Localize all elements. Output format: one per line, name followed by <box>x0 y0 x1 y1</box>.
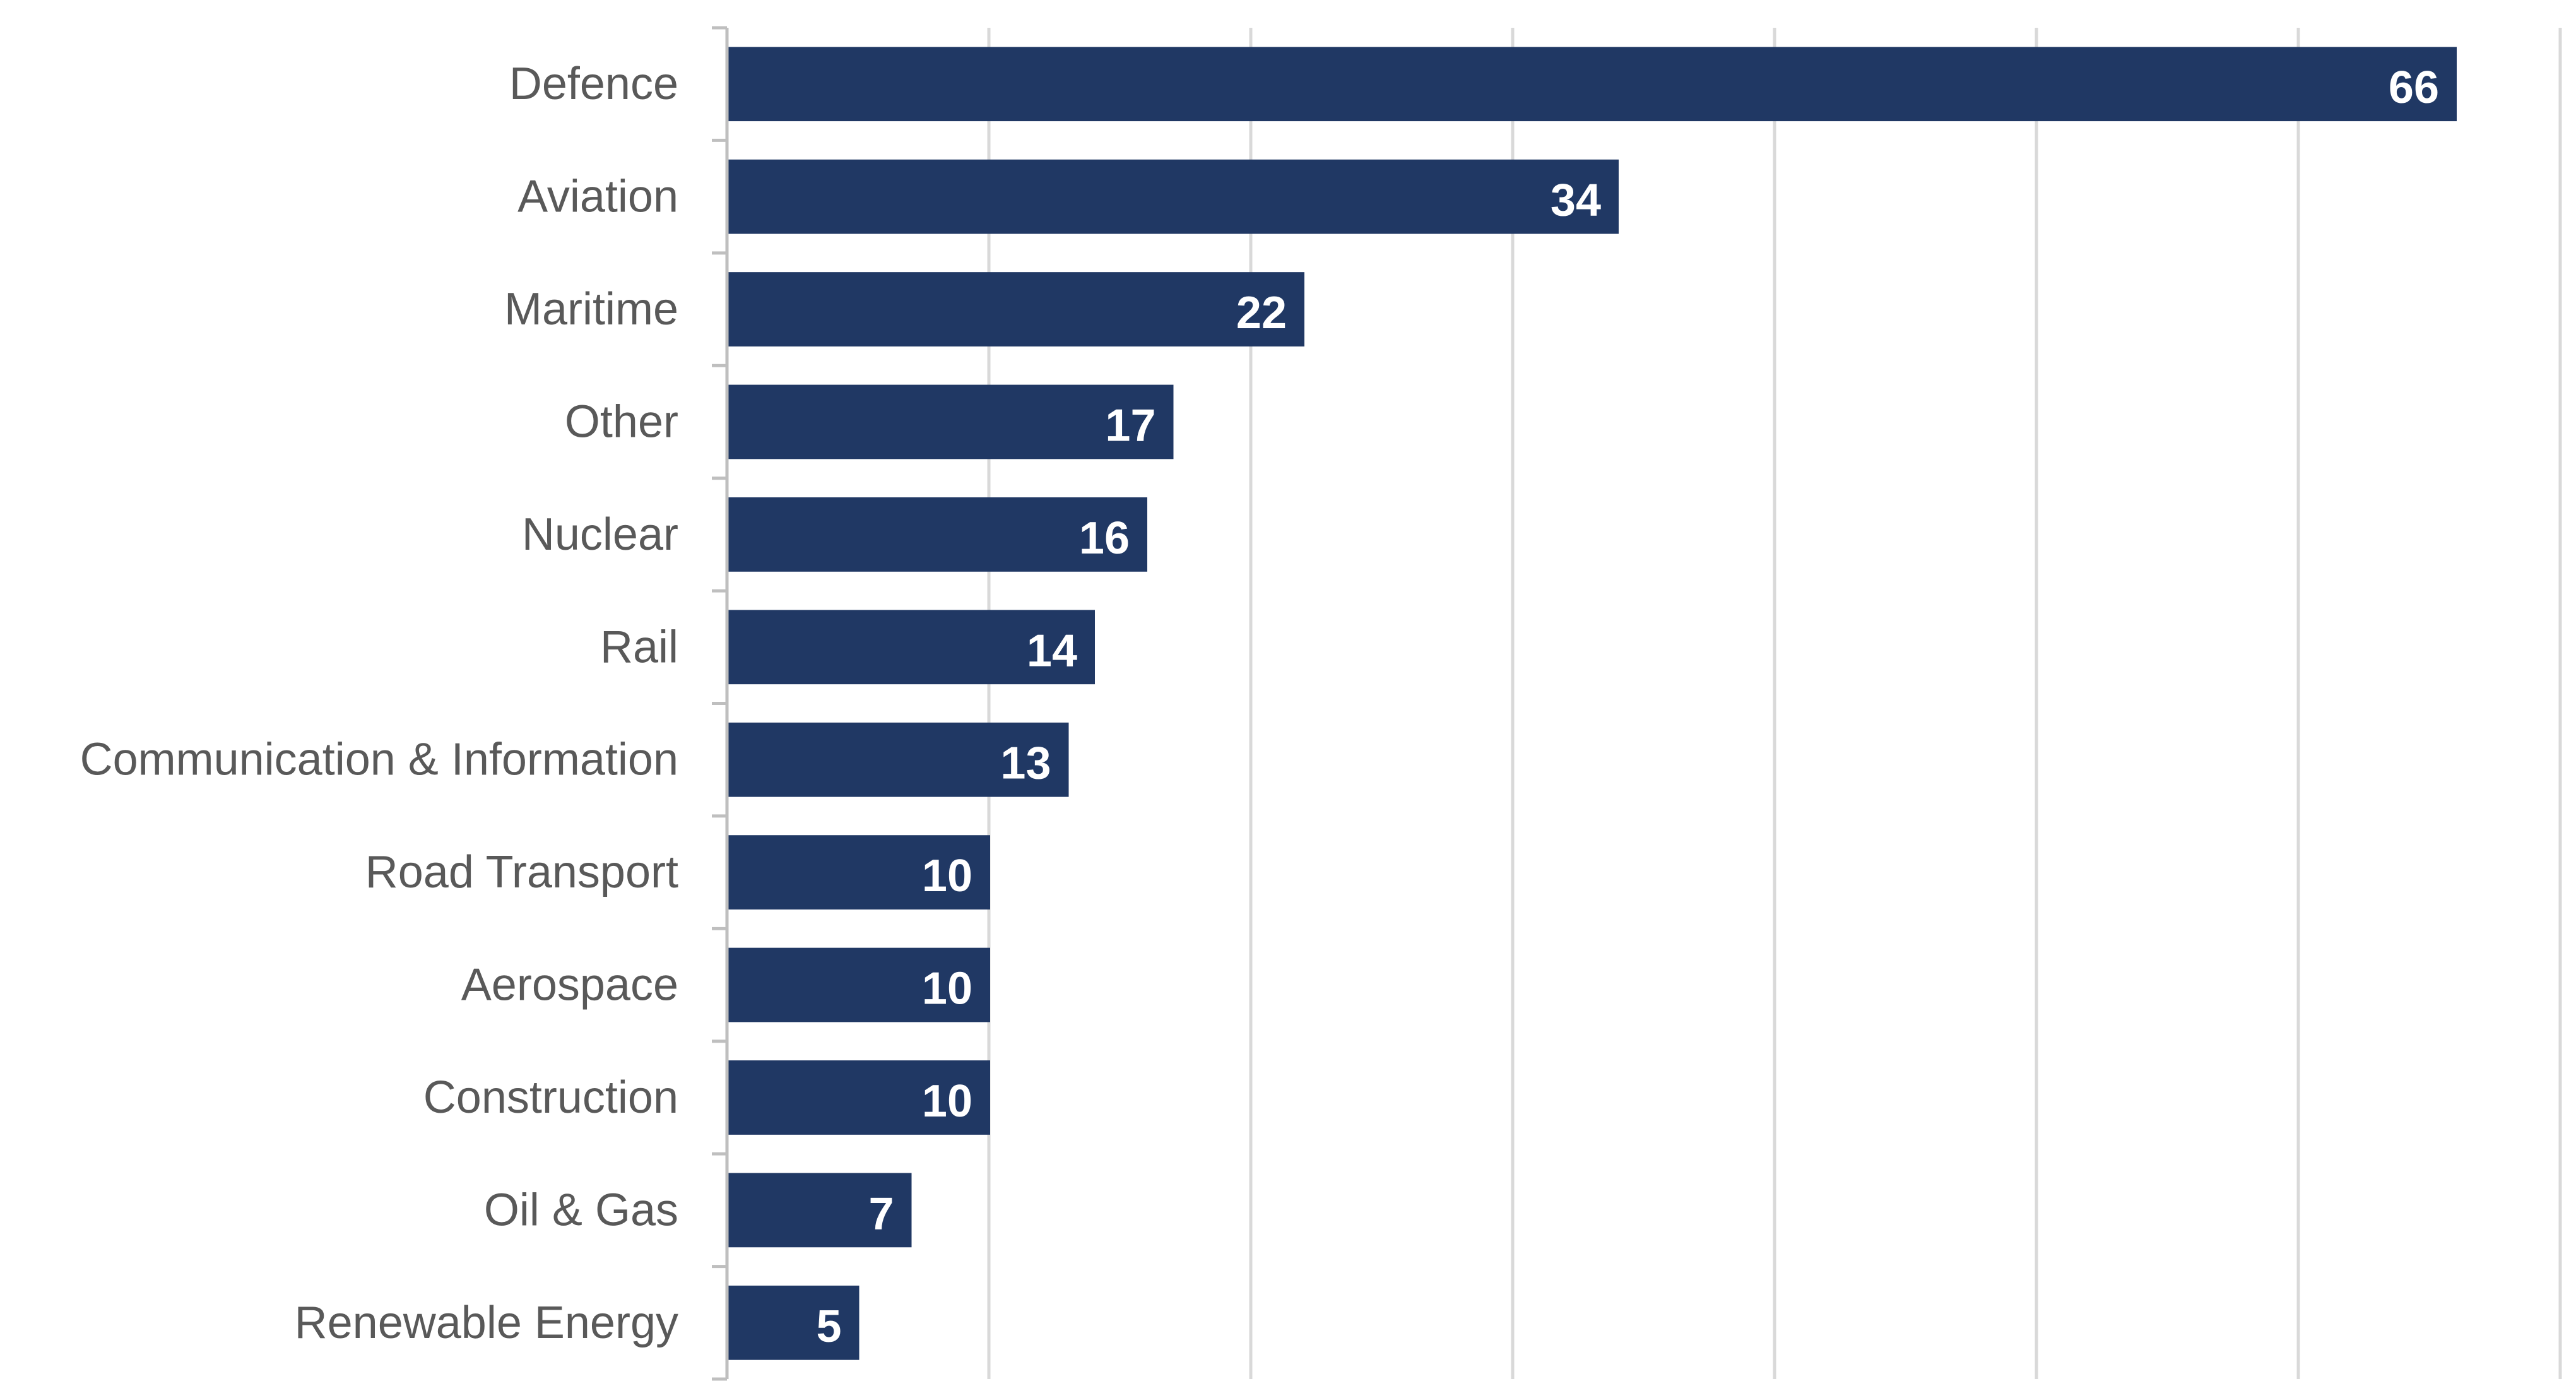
bars <box>728 47 2457 1360</box>
bar <box>728 159 1619 234</box>
data-label: 14 <box>1027 625 1077 676</box>
data-label: 34 <box>1551 175 1601 226</box>
category-label: Defence <box>509 59 678 109</box>
data-label: 5 <box>816 1301 841 1352</box>
category-label: Renewable Energy <box>295 1298 678 1348</box>
data-labels: 66 34 22 17 16 14 13 10 10 10 7 5 <box>816 62 2439 1352</box>
category-label: Maritime <box>504 284 678 335</box>
category-label: Rail <box>600 622 678 672</box>
data-label: 10 <box>922 1076 972 1127</box>
bar <box>728 384 1174 459</box>
category-label: Aviation <box>517 172 678 222</box>
data-label: 13 <box>1000 738 1051 789</box>
bar <box>728 1173 912 1248</box>
category-label: Oil & Gas <box>484 1185 678 1235</box>
category-label: Other <box>565 396 678 447</box>
data-label: 22 <box>1236 288 1287 338</box>
data-label: 16 <box>1079 513 1130 564</box>
data-label: 7 <box>868 1188 894 1239</box>
bar <box>728 1060 990 1135</box>
data-label: 10 <box>922 851 972 901</box>
data-label: 10 <box>922 964 972 1014</box>
category-labels: Defence Aviation Maritime Other Nuclear Rail C… <box>80 59 678 1348</box>
category-label: Aerospace <box>461 960 678 1010</box>
bar <box>728 47 2457 122</box>
bar <box>728 835 990 910</box>
bar <box>728 272 1304 347</box>
bar <box>728 722 1069 797</box>
bar <box>728 1285 860 1360</box>
gridlines <box>987 28 2562 1379</box>
category-label: Construction <box>423 1072 678 1123</box>
category-label: Nuclear <box>522 509 678 560</box>
data-label: 66 <box>2389 62 2439 113</box>
bar <box>728 610 1095 685</box>
bar <box>728 497 1147 572</box>
category-label: Road Transport <box>365 847 678 897</box>
data-label: 17 <box>1105 400 1155 451</box>
category-label: Communication & Information <box>80 735 678 785</box>
bar <box>728 947 990 1022</box>
category-axis <box>712 26 729 1381</box>
